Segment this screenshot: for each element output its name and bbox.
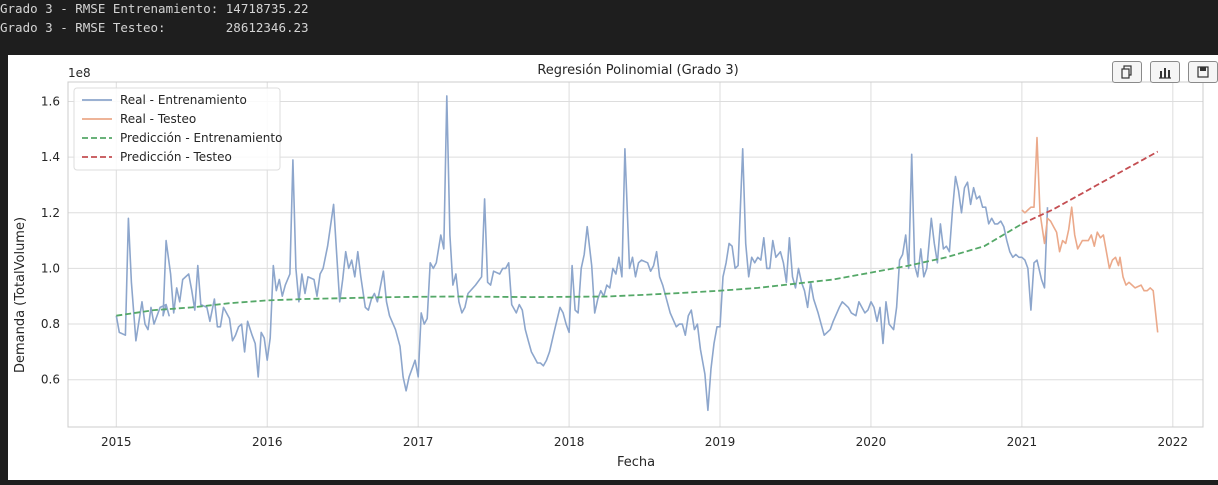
x-tick-label: 2020 [856,435,887,449]
copy-button[interactable] [1112,61,1142,83]
series-group [115,95,1159,412]
y-tick-label: 0.6 [41,373,60,387]
line-chart: Regresión Polinomial (Grado 3) 1e8 Fecha… [13,63,1204,470]
console-output: Grado 3 - RMSE Entrenamiento: 14718735.2… [0,0,1218,54]
chart-button[interactable] [1150,61,1180,83]
save-icon [1197,66,1209,78]
plot-figure: Regresión Polinomial (Grado 3) 1e8 Fecha… [8,55,1218,480]
y-tick-label: 1.2 [41,206,60,220]
y-axis-label: Demanda (TotalVolume) [13,217,28,373]
legend-entry: Real - Testeo [120,112,196,126]
copy-icon [1121,65,1132,79]
x-tick-label: 2016 [252,435,283,449]
legend-box [73,87,281,171]
series-line-2 [116,223,1023,317]
chart-title: Regresión Polinomial (Grado 3) [537,63,738,78]
save-button[interactable] [1188,61,1218,83]
legend-entry: Real - Entrenamiento [120,93,247,107]
series-line-3 [1021,150,1159,225]
console-line-rmse-test: Grado 3 - RMSE Testeo: 28612346.23 [0,20,309,35]
bar-chart-icon [1159,68,1171,79]
x-tick-label: 2019 [705,435,736,449]
tick-labels: 2015 2016 2017 2018 2019 2020 2021 2022 0.6 0.8 1.… [41,94,1188,449]
x-tick-label: 2022 [1158,435,1189,449]
x-axis-label: Fecha [617,455,655,470]
x-tick-label: 2018 [554,435,585,449]
series-line-1 [1021,136,1159,333]
plot-toolbar [1112,61,1218,83]
y-tick-label: 1.6 [41,94,60,108]
legend: Real - Entrenamiento Real - Testeo Predicc… [73,87,282,171]
legend-entry: Predicción - Testeo [120,150,232,164]
y-tick-label: 1.4 [41,150,60,164]
y-tick-label: 1.0 [41,261,60,275]
x-tick-label: 2017 [403,435,434,449]
legend-entry: Predicción - Entrenamiento [120,131,282,145]
plot-frame [67,81,1204,428]
y-tick-label: 0.8 [41,317,60,331]
console-line-rmse-train: Grado 3 - RMSE Entrenamiento: 14718735.2… [0,1,309,16]
x-tick-label: 2015 [101,435,132,449]
y-offset-text: 1e8 [68,66,91,80]
series-line-0 [115,95,1049,412]
x-tick-label: 2021 [1007,435,1038,449]
